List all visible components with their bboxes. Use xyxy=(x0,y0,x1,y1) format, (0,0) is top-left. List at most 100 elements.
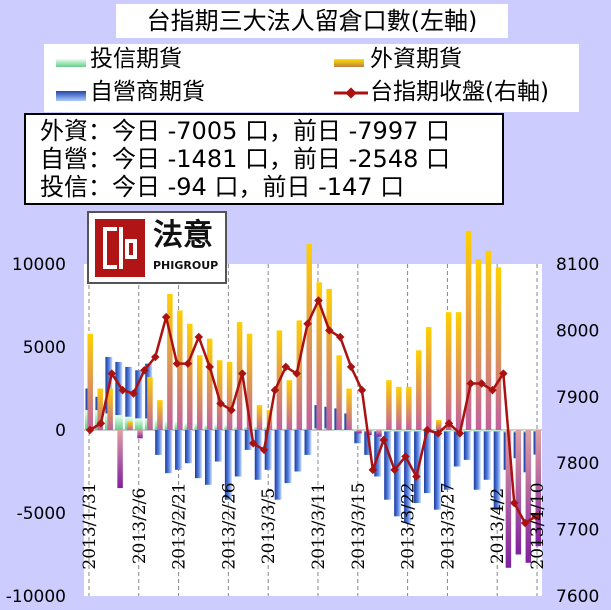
foreign-summary: 外資：今日 -7005 口，前日 -7997 口 xyxy=(40,117,450,145)
index-point xyxy=(433,429,443,438)
index-point xyxy=(379,435,388,445)
index-series-line xyxy=(89,297,537,525)
index-point xyxy=(477,379,486,388)
index-point xyxy=(183,359,193,368)
dealer-bar xyxy=(234,430,242,477)
index-point xyxy=(259,445,269,455)
foreign-bar xyxy=(147,376,153,430)
trust-summary: 投信：今日 -94 口，前日 -147 口 xyxy=(40,173,405,201)
dealer-bar xyxy=(175,430,183,470)
dealer-bar xyxy=(433,430,441,510)
index-point xyxy=(216,399,225,408)
foreign-bar xyxy=(416,350,422,430)
index-point xyxy=(129,389,138,398)
foreign-bar xyxy=(435,420,442,430)
index-point xyxy=(510,498,519,508)
index-point xyxy=(357,385,367,395)
legend-label-foreign: 外資期貨 xyxy=(370,46,462,72)
x-axis-tick-label: 2013/2/26 xyxy=(219,482,239,569)
legend-swatch-trust xyxy=(56,59,86,67)
trust-bar xyxy=(463,430,472,432)
dealer-bar xyxy=(304,430,312,455)
foreign-bar xyxy=(296,320,303,430)
trust-bar xyxy=(483,430,492,432)
index-point xyxy=(227,405,236,415)
left-axis-ticks: -10000 -5000 0 5000 10000 xyxy=(6,255,66,607)
index-point xyxy=(444,419,454,428)
index-point xyxy=(140,365,149,375)
index-point xyxy=(281,362,291,372)
dealer-bar xyxy=(214,430,222,462)
left-axis-tick-label: 0 xyxy=(55,421,66,441)
dealer-bar xyxy=(244,430,252,450)
x-axis-tick-label: 2013/3/22 xyxy=(399,482,419,569)
index-point xyxy=(455,429,465,438)
x-axis-tick-label: 2013/2/21 xyxy=(170,482,190,569)
foreign-bar xyxy=(326,288,332,430)
index-point xyxy=(368,465,378,475)
index-point xyxy=(466,379,475,388)
index-point xyxy=(412,472,421,481)
dealer-bar xyxy=(443,430,451,490)
legend-label-dealer: 自營商期貨 xyxy=(90,79,205,105)
trust-bar xyxy=(403,430,412,432)
trust-bar xyxy=(493,430,502,432)
index-point xyxy=(248,439,258,448)
dealer-bar xyxy=(483,430,491,480)
right-axis-tick-label: 7800 xyxy=(556,454,599,474)
foreign-bar xyxy=(177,310,183,430)
index-point xyxy=(520,518,530,528)
position-summary-box: 外資：今日 -7005 口，前日 -7997 口 自營：今日 -1481 口，前… xyxy=(24,113,504,205)
right-axis-tick-label: 8100 xyxy=(556,255,599,275)
foreign-bar xyxy=(376,430,382,437)
x-axis-tick-label: 2013/4/10 xyxy=(528,482,548,569)
dealer-bar xyxy=(254,430,262,480)
dealer-bar xyxy=(294,430,302,472)
trust-bar xyxy=(383,430,392,432)
index-point xyxy=(314,296,323,305)
index-point xyxy=(303,319,312,329)
dealer-bar xyxy=(115,361,123,430)
dealer-bar xyxy=(404,430,412,523)
legend-swatch-index-line xyxy=(334,87,368,99)
trust-bar xyxy=(333,430,342,431)
foreign-bar xyxy=(475,259,482,430)
dealer-bar xyxy=(224,430,232,500)
foreign-bar xyxy=(386,380,392,430)
x-axis-tick-label: 2013/3/27 xyxy=(438,482,458,569)
foreign-bar xyxy=(445,312,452,430)
x-axis-tick-label: 2013/3/15 xyxy=(349,482,369,569)
dealer-bar xyxy=(364,430,372,455)
foreign-bar xyxy=(157,400,163,430)
index-point xyxy=(422,425,432,435)
dealer-bar xyxy=(165,430,173,474)
dealer-bar xyxy=(424,430,431,494)
chart-title: 台指期三大法人留倉口數(左軸) xyxy=(116,4,508,38)
legend-swatch-dealer xyxy=(56,91,86,101)
foreign-bar xyxy=(226,361,233,430)
foreign-bar xyxy=(356,430,362,434)
foreign-bar xyxy=(306,244,313,430)
foreign-bar xyxy=(426,327,432,430)
trust-bar xyxy=(343,430,352,431)
foreign-bar xyxy=(495,267,502,430)
right-axis-ticks: 7600 7700 7800 7900 8000 8100 xyxy=(556,255,599,607)
foreign-bar xyxy=(117,430,123,489)
index-point xyxy=(194,332,204,342)
right-axis-tick-label: 7900 xyxy=(556,388,599,408)
index-point xyxy=(346,362,356,372)
logo-text: 法意 xyxy=(153,218,213,253)
dealer-bar xyxy=(384,430,392,500)
foreign-bar xyxy=(465,230,472,430)
dealer-bar xyxy=(394,430,402,517)
foreign-bar xyxy=(236,322,243,430)
trust-bar xyxy=(393,430,402,432)
dealer-bar xyxy=(493,430,501,510)
trust-bar xyxy=(473,430,482,432)
foreign-bar xyxy=(336,355,342,430)
index-point xyxy=(488,385,497,395)
foreign-bar xyxy=(366,430,372,435)
legend-label-trust: 投信期貨 xyxy=(90,46,182,72)
left-axis-tick-label: 5000 xyxy=(23,338,66,358)
